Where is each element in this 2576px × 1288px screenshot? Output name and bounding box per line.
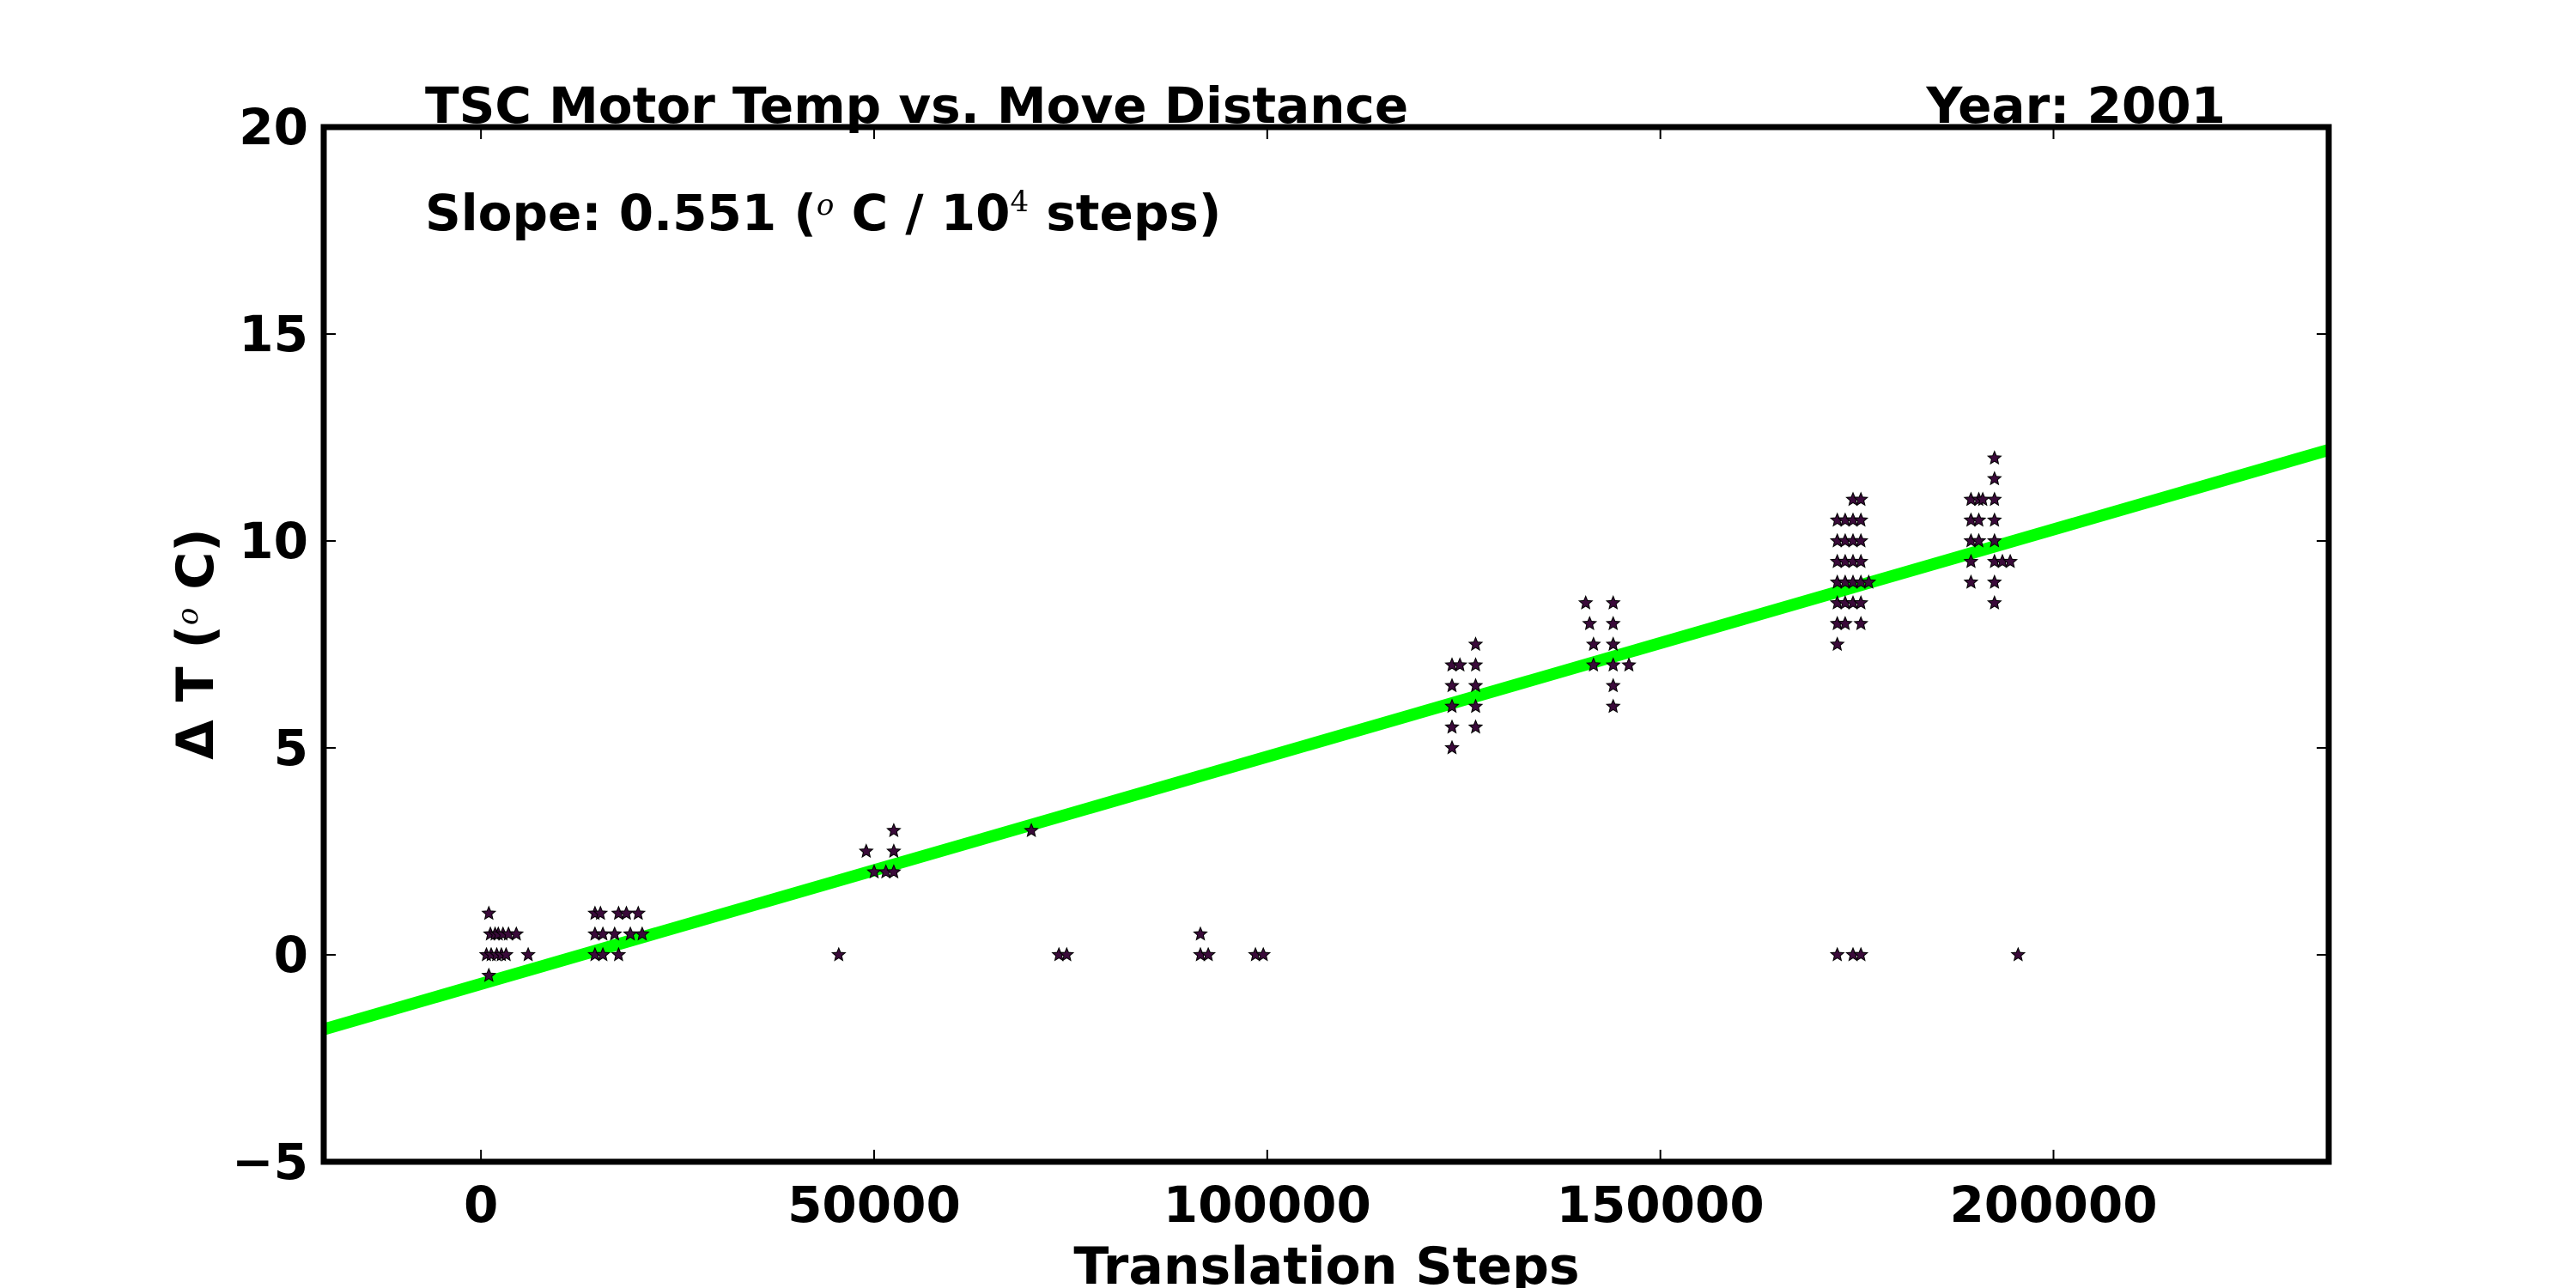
y-tick-label: 10 [239, 512, 308, 570]
data-point [1986, 532, 2002, 548]
data-point [1059, 946, 1075, 962]
y-tick-label: 20 [239, 98, 308, 156]
x-tick-label: 50000 [787, 1176, 961, 1234]
data-point [886, 864, 902, 879]
data-point [1853, 616, 1869, 630]
data-point [886, 823, 902, 837]
data-point [498, 946, 514, 962]
slope-annotation-degree-sup: o [817, 188, 834, 222]
data-point [1853, 532, 1869, 548]
data-point [1585, 657, 1601, 672]
data-point [1621, 657, 1637, 672]
data-point [886, 843, 902, 859]
data-point [1024, 823, 1039, 837]
data-point [1853, 594, 1869, 610]
data-point [611, 946, 627, 962]
slope-annotation-mid: C / 10 [834, 184, 1010, 242]
data-point [1452, 657, 1468, 672]
data-point [1444, 698, 1460, 714]
fit-line [324, 444, 2329, 1036]
x-axis-label: Translation Steps [1073, 1236, 1579, 1288]
data-point [1444, 739, 1460, 755]
data-point [595, 946, 611, 962]
data-point [1255, 946, 1272, 962]
data-point [1986, 450, 2002, 465]
data-point [1444, 719, 1460, 734]
y-axis-label-degree-sup: o [171, 608, 205, 625]
data-point [1605, 594, 1621, 610]
x-tick-label: 150000 [1557, 1176, 1765, 1234]
data-points [478, 450, 2026, 982]
x-tick-label: 200000 [1949, 1176, 2157, 1234]
data-point [1971, 532, 1987, 548]
data-point [1829, 636, 1845, 652]
data-point [1853, 553, 1869, 568]
data-point [1467, 677, 1484, 693]
data-point [1193, 926, 1208, 941]
data-point [1986, 471, 2002, 486]
data-point [1605, 636, 1621, 652]
data-point [1444, 677, 1460, 693]
data-point [1986, 594, 2002, 610]
data-point [830, 946, 847, 962]
data-point [634, 926, 650, 941]
data-point [1605, 616, 1621, 630]
y-axis-label: Δ T (o C) [166, 528, 226, 759]
y-axis-label-prefix: Δ T ( [166, 625, 226, 760]
x-tick-label: 0 [464, 1176, 498, 1234]
y-tick-label: 0 [274, 926, 308, 984]
data-point [1986, 574, 2002, 589]
data-point [1963, 553, 1979, 568]
y-tick-label: 5 [274, 719, 308, 777]
data-point [1963, 574, 1979, 589]
slope-annotation-suffix: steps) [1029, 184, 1221, 242]
slope-annotation-exponent-sup: 4 [1010, 185, 1029, 219]
data-point [592, 905, 609, 920]
data-point [1577, 594, 1594, 610]
plot-frame [320, 124, 2332, 1165]
data-point [1605, 677, 1621, 693]
data-point [520, 946, 536, 962]
x-axis-ticks: 0 50000 100000 150000 200000 [464, 127, 2158, 1234]
data-point [1986, 512, 2002, 527]
data-point [1853, 512, 1869, 527]
data-point [1986, 491, 2002, 507]
x-tick-label: 100000 [1163, 1176, 1371, 1234]
y-axis-ticks: −5 0 5 10 15 20 [232, 98, 2329, 1191]
data-point [1861, 574, 1877, 589]
data-point [1829, 946, 1845, 962]
data-point [858, 843, 874, 859]
data-point [1467, 719, 1484, 734]
data-point [1605, 657, 1621, 672]
data-point [1467, 657, 1484, 672]
data-point [630, 905, 647, 920]
y-axis-label-suffix: C) [166, 528, 226, 607]
data-point [1837, 616, 1853, 630]
slope-annotation: Slope: 0.551 (o C / 104 steps) [425, 184, 1221, 242]
data-point [481, 905, 497, 920]
data-point [1605, 698, 1621, 714]
data-point [481, 967, 497, 982]
data-point [1585, 636, 1601, 652]
data-point [2010, 946, 2026, 962]
data-point [1467, 698, 1484, 714]
y-tick-label: 15 [239, 305, 308, 363]
y-tick-label: −5 [232, 1133, 308, 1191]
data-point [1582, 616, 1598, 630]
slope-annotation-prefix: Slope: 0.551 ( [425, 184, 817, 242]
data-point [1853, 491, 1869, 507]
data-point [606, 926, 623, 941]
data-point [1467, 636, 1484, 652]
data-point [1971, 512, 1987, 527]
data-point [1853, 946, 1869, 962]
data-point [2002, 553, 2019, 568]
data-point [1200, 946, 1217, 962]
data-point [508, 926, 525, 941]
